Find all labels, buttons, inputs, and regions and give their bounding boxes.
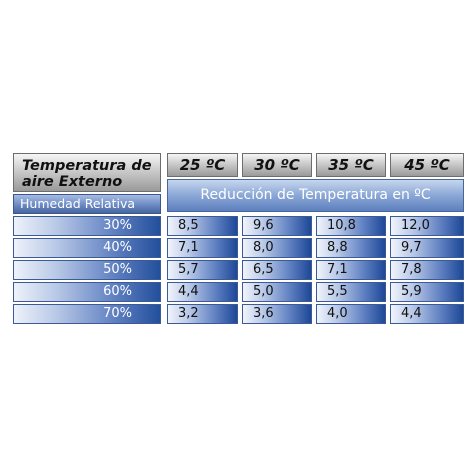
humidity-cell: 40% bbox=[13, 238, 161, 258]
value-cell: 5,5 bbox=[316, 282, 386, 302]
value-cell: 7,1 bbox=[167, 238, 238, 258]
value-cell: 7,1 bbox=[316, 260, 386, 280]
value-cell: 8,8 bbox=[316, 238, 386, 258]
value-cell: 10,8 bbox=[316, 216, 386, 236]
value-cell: 7,8 bbox=[390, 260, 464, 280]
value-cell: 4,0 bbox=[316, 304, 386, 324]
temp-header-45: 45 ºC bbox=[390, 153, 464, 177]
value-cell: 6,5 bbox=[242, 260, 312, 280]
value-cell: 8,5 bbox=[167, 216, 238, 236]
value-cell: 9,6 bbox=[242, 216, 312, 236]
corner-title: Temperatura de aire Externo bbox=[22, 158, 152, 190]
value-cell: 4,4 bbox=[390, 304, 464, 324]
humidity-cell: 70% bbox=[13, 304, 161, 324]
value-cell: 5,0 bbox=[242, 282, 312, 302]
value-cell: 12,0 bbox=[390, 216, 464, 236]
value-cell: 4,4 bbox=[167, 282, 238, 302]
humidity-cell: 60% bbox=[13, 282, 161, 302]
humidity-header: Humedad Relativa bbox=[13, 194, 161, 214]
temp-header-35: 35 ºC bbox=[316, 153, 386, 177]
temp-header-25: 25 ºC bbox=[167, 153, 238, 177]
humidity-cell: 30% bbox=[13, 216, 161, 236]
value-cell: 3,6 bbox=[242, 304, 312, 324]
value-cell: 9,7 bbox=[390, 238, 464, 258]
corner-title-cell: Temperatura de aire Externo bbox=[13, 153, 161, 192]
temp-header-30: 30 ºC bbox=[242, 153, 312, 177]
value-cell: 5,7 bbox=[167, 260, 238, 280]
value-cell: 8,0 bbox=[242, 238, 312, 258]
reduction-banner: Reducción de Temperatura en ºC bbox=[167, 179, 464, 212]
humidity-cell: 50% bbox=[13, 260, 161, 280]
value-cell: 5,9 bbox=[390, 282, 464, 302]
value-cell: 3,2 bbox=[167, 304, 238, 324]
